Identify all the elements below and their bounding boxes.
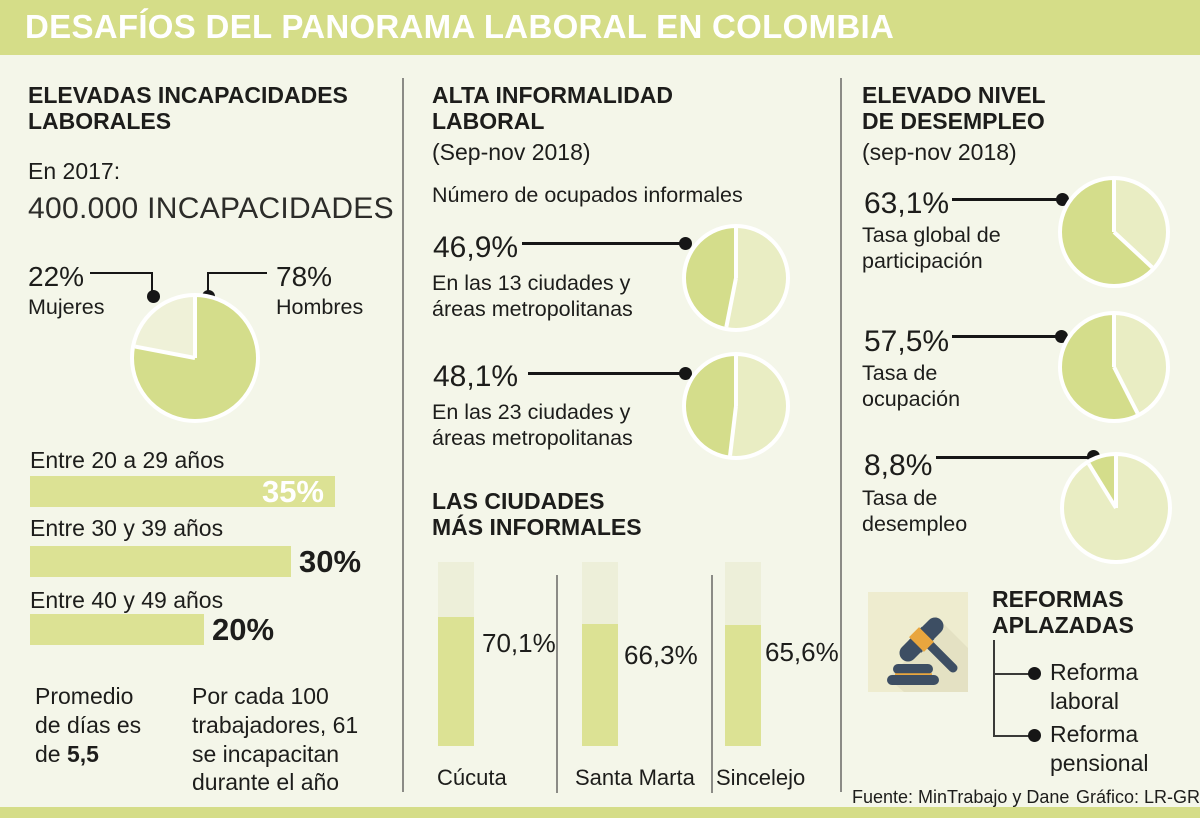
- informalidad-intro: Número de ocupados informales: [432, 183, 743, 207]
- note-average-days-text: Promedio de días es de: [35, 683, 142, 767]
- informality-13-pie: [682, 224, 790, 332]
- section-heading-cities: LAS CIUDADES MÁS INFORMALES: [432, 488, 642, 541]
- section-heading-incapacidades: ELEVADAS INCAPACIDADES LABORALES: [28, 82, 348, 135]
- leader-line-13: [522, 242, 682, 245]
- age-bar-label-3: Entre 40 y 49 años: [30, 587, 224, 613]
- city-value-cucuta: 70,1%: [482, 628, 556, 658]
- footer-strip: [0, 807, 1200, 818]
- footer-source: Fuente: MinTrabajo y Dane: [852, 787, 1070, 807]
- column-divider-right: [840, 78, 842, 792]
- reforms-icon-box: [868, 592, 968, 692]
- unemployment-value: 8,8%: [864, 449, 933, 482]
- reform-bullet-1: [1028, 667, 1041, 680]
- city-value-sincelejo: 65,6%: [765, 637, 839, 667]
- desempleo-period: (sep-nov 2018): [862, 139, 1017, 165]
- city-value-santa-marta: 66,3%: [624, 640, 698, 670]
- informality-23-pie: [682, 352, 790, 460]
- occupation-pie: [1058, 311, 1170, 423]
- city-bar-fill-cucuta: [438, 617, 474, 746]
- informality-13-caption: En las 13 ciudades y áreas metropolitana…: [432, 271, 633, 322]
- informalidad-period: (Sep-nov 2018): [432, 139, 591, 165]
- age-bar-3: [30, 614, 205, 645]
- city-bar-santa-marta: [582, 562, 618, 746]
- unemployment-pie: [1060, 452, 1172, 564]
- title-bar: DESAFÍOS DEL PANORAMA LABORAL EN COLOMBI…: [0, 0, 1200, 55]
- reform-item-pensional: Reforma pensional: [1050, 721, 1149, 776]
- participation-pie: [1058, 176, 1170, 288]
- big-stat-incapacidades: 400.000 INCAPACIDADES: [28, 192, 394, 225]
- section-heading-reforms: REFORMAS APLAZADAS: [992, 586, 1134, 639]
- reforms-bracket-stub-1: [993, 673, 1030, 675]
- participation-value: 63,1%: [864, 187, 950, 220]
- age-bar-value-3: 20%: [212, 612, 275, 647]
- city-name-santa-marta: Santa Marta: [575, 765, 695, 790]
- age-bar-1: 35%: [30, 476, 335, 507]
- leader-dot-23: [679, 367, 692, 380]
- leader-line-men: [207, 272, 267, 291]
- reforms-bracket-stub-2: [993, 735, 1030, 737]
- informality-23-value: 48,1%: [433, 360, 519, 393]
- leader-line-participation: [952, 198, 1060, 201]
- note-average-days-value: 5,5: [66, 740, 99, 767]
- city-bar-fill-santa-marta: [582, 624, 618, 746]
- section-heading-desempleo: ELEVADO NIVEL DE DESEMPLEO: [862, 82, 1046, 135]
- participation-caption: Tasa global de participación: [862, 223, 1001, 274]
- women-pct: 22%: [28, 261, 85, 292]
- leader-dot-women: [147, 290, 160, 303]
- gender-pie: [130, 293, 260, 423]
- note-workers: Por cada 100 trabajadores, 61 se incapac…: [192, 683, 359, 796]
- page-title: DESAFÍOS DEL PANORAMA LABORAL EN COLOMBI…: [25, 8, 895, 45]
- men-pct: 78%: [276, 261, 333, 292]
- age-bar-label-2: Entre 30 y 39 años: [30, 515, 224, 541]
- unemployment-caption: Tasa de desempleo: [862, 486, 968, 537]
- age-bar-2: [30, 546, 292, 577]
- note-average-days: Promedio de días es de 5,5: [35, 682, 141, 768]
- gavel-icon: [868, 592, 968, 692]
- age-bar-value-1: 35%: [261, 474, 324, 509]
- informality-23-caption: En las 23 ciudades y áreas metropolitana…: [432, 400, 633, 451]
- year-label: En 2017:: [28, 158, 121, 184]
- women-label: Mujeres: [28, 295, 105, 319]
- leader-line-occupation: [952, 335, 1060, 338]
- reforms-bracket-vertical: [993, 640, 995, 737]
- column-divider-left: [402, 78, 404, 792]
- age-bar-label-1: Entre 20 a 29 años: [30, 447, 225, 473]
- footer-credit: Gráfico: LR-GR: [1076, 787, 1200, 807]
- informality-13-value: 46,9%: [433, 231, 519, 264]
- city-divider-1: [556, 575, 558, 793]
- reform-bullet-2: [1028, 729, 1041, 742]
- reform-item-laboral: Reforma laboral: [1050, 659, 1139, 714]
- city-bar-sincelejo: [725, 562, 761, 746]
- leader-line-women: [90, 272, 153, 291]
- leader-dot-13: [679, 237, 692, 250]
- occupation-value: 57,5%: [864, 325, 950, 358]
- age-bar-value-2: 30%: [299, 544, 362, 579]
- leader-line-unemployment: [936, 456, 1090, 459]
- occupation-caption: Tasa de ocupación: [862, 361, 961, 412]
- city-name-cucuta: Cúcuta: [437, 765, 507, 790]
- leader-line-23: [528, 372, 682, 375]
- city-name-sincelejo: Sincelejo: [716, 765, 806, 790]
- city-bar-fill-sincelejo: [725, 625, 761, 746]
- city-divider-2: [711, 575, 713, 793]
- men-label: Hombres: [276, 295, 364, 319]
- section-heading-informalidad: ALTA INFORMALIDAD LABORAL: [432, 82, 674, 135]
- city-bar-cucuta: [438, 562, 474, 746]
